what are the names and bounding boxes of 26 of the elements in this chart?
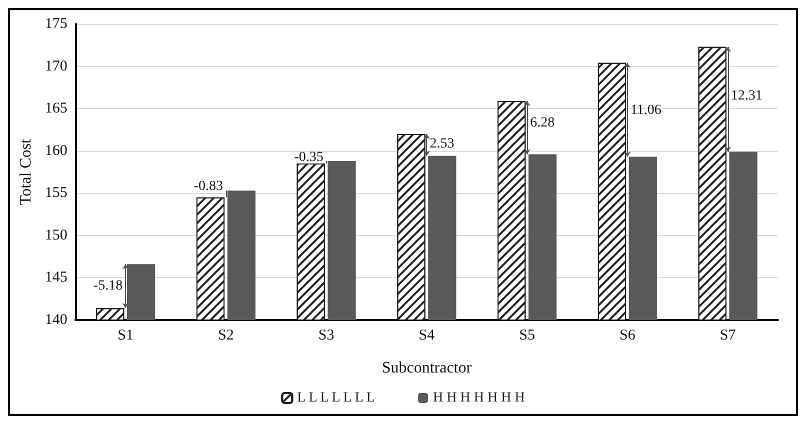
annotation: -5.18 <box>93 278 123 294</box>
x-tick-label: S4 <box>418 328 436 344</box>
annotation: -0.83 <box>194 178 223 194</box>
x-tick-label: S5 <box>519 328 535 344</box>
y-tick-label: 140 <box>44 312 68 328</box>
y-tick-label: 145 <box>44 270 68 286</box>
y-tick-label: 175 <box>44 16 68 32</box>
x-tick-label: S1 <box>118 328 134 344</box>
x-tick-label: S3 <box>318 328 334 344</box>
legend-label: H H H H H H H <box>433 390 525 406</box>
x-axis-title: Subcontractor <box>382 360 472 376</box>
y-tick-label: 170 <box>44 58 68 74</box>
x-tick-label: S2 <box>218 328 234 344</box>
y-axis-title: Total Cost <box>18 138 34 205</box>
x-tick-label: S7 <box>720 328 736 344</box>
y-tick-label: 155 <box>44 185 68 202</box>
annotation: -0.35 <box>294 150 324 166</box>
y-tick-label: 160 <box>44 142 68 159</box>
y-tick-label: 150 <box>44 227 68 244</box>
legend-label: L L L L L L L <box>297 390 375 406</box>
annotation: 2.53 <box>430 136 454 152</box>
annotation: 11.06 <box>630 102 662 118</box>
y-tick-label: 165 <box>44 100 68 117</box>
annotation: 12.31 <box>730 88 762 104</box>
x-tick-label: S6 <box>620 328 636 344</box>
annotation: 6.28 <box>530 115 555 130</box>
